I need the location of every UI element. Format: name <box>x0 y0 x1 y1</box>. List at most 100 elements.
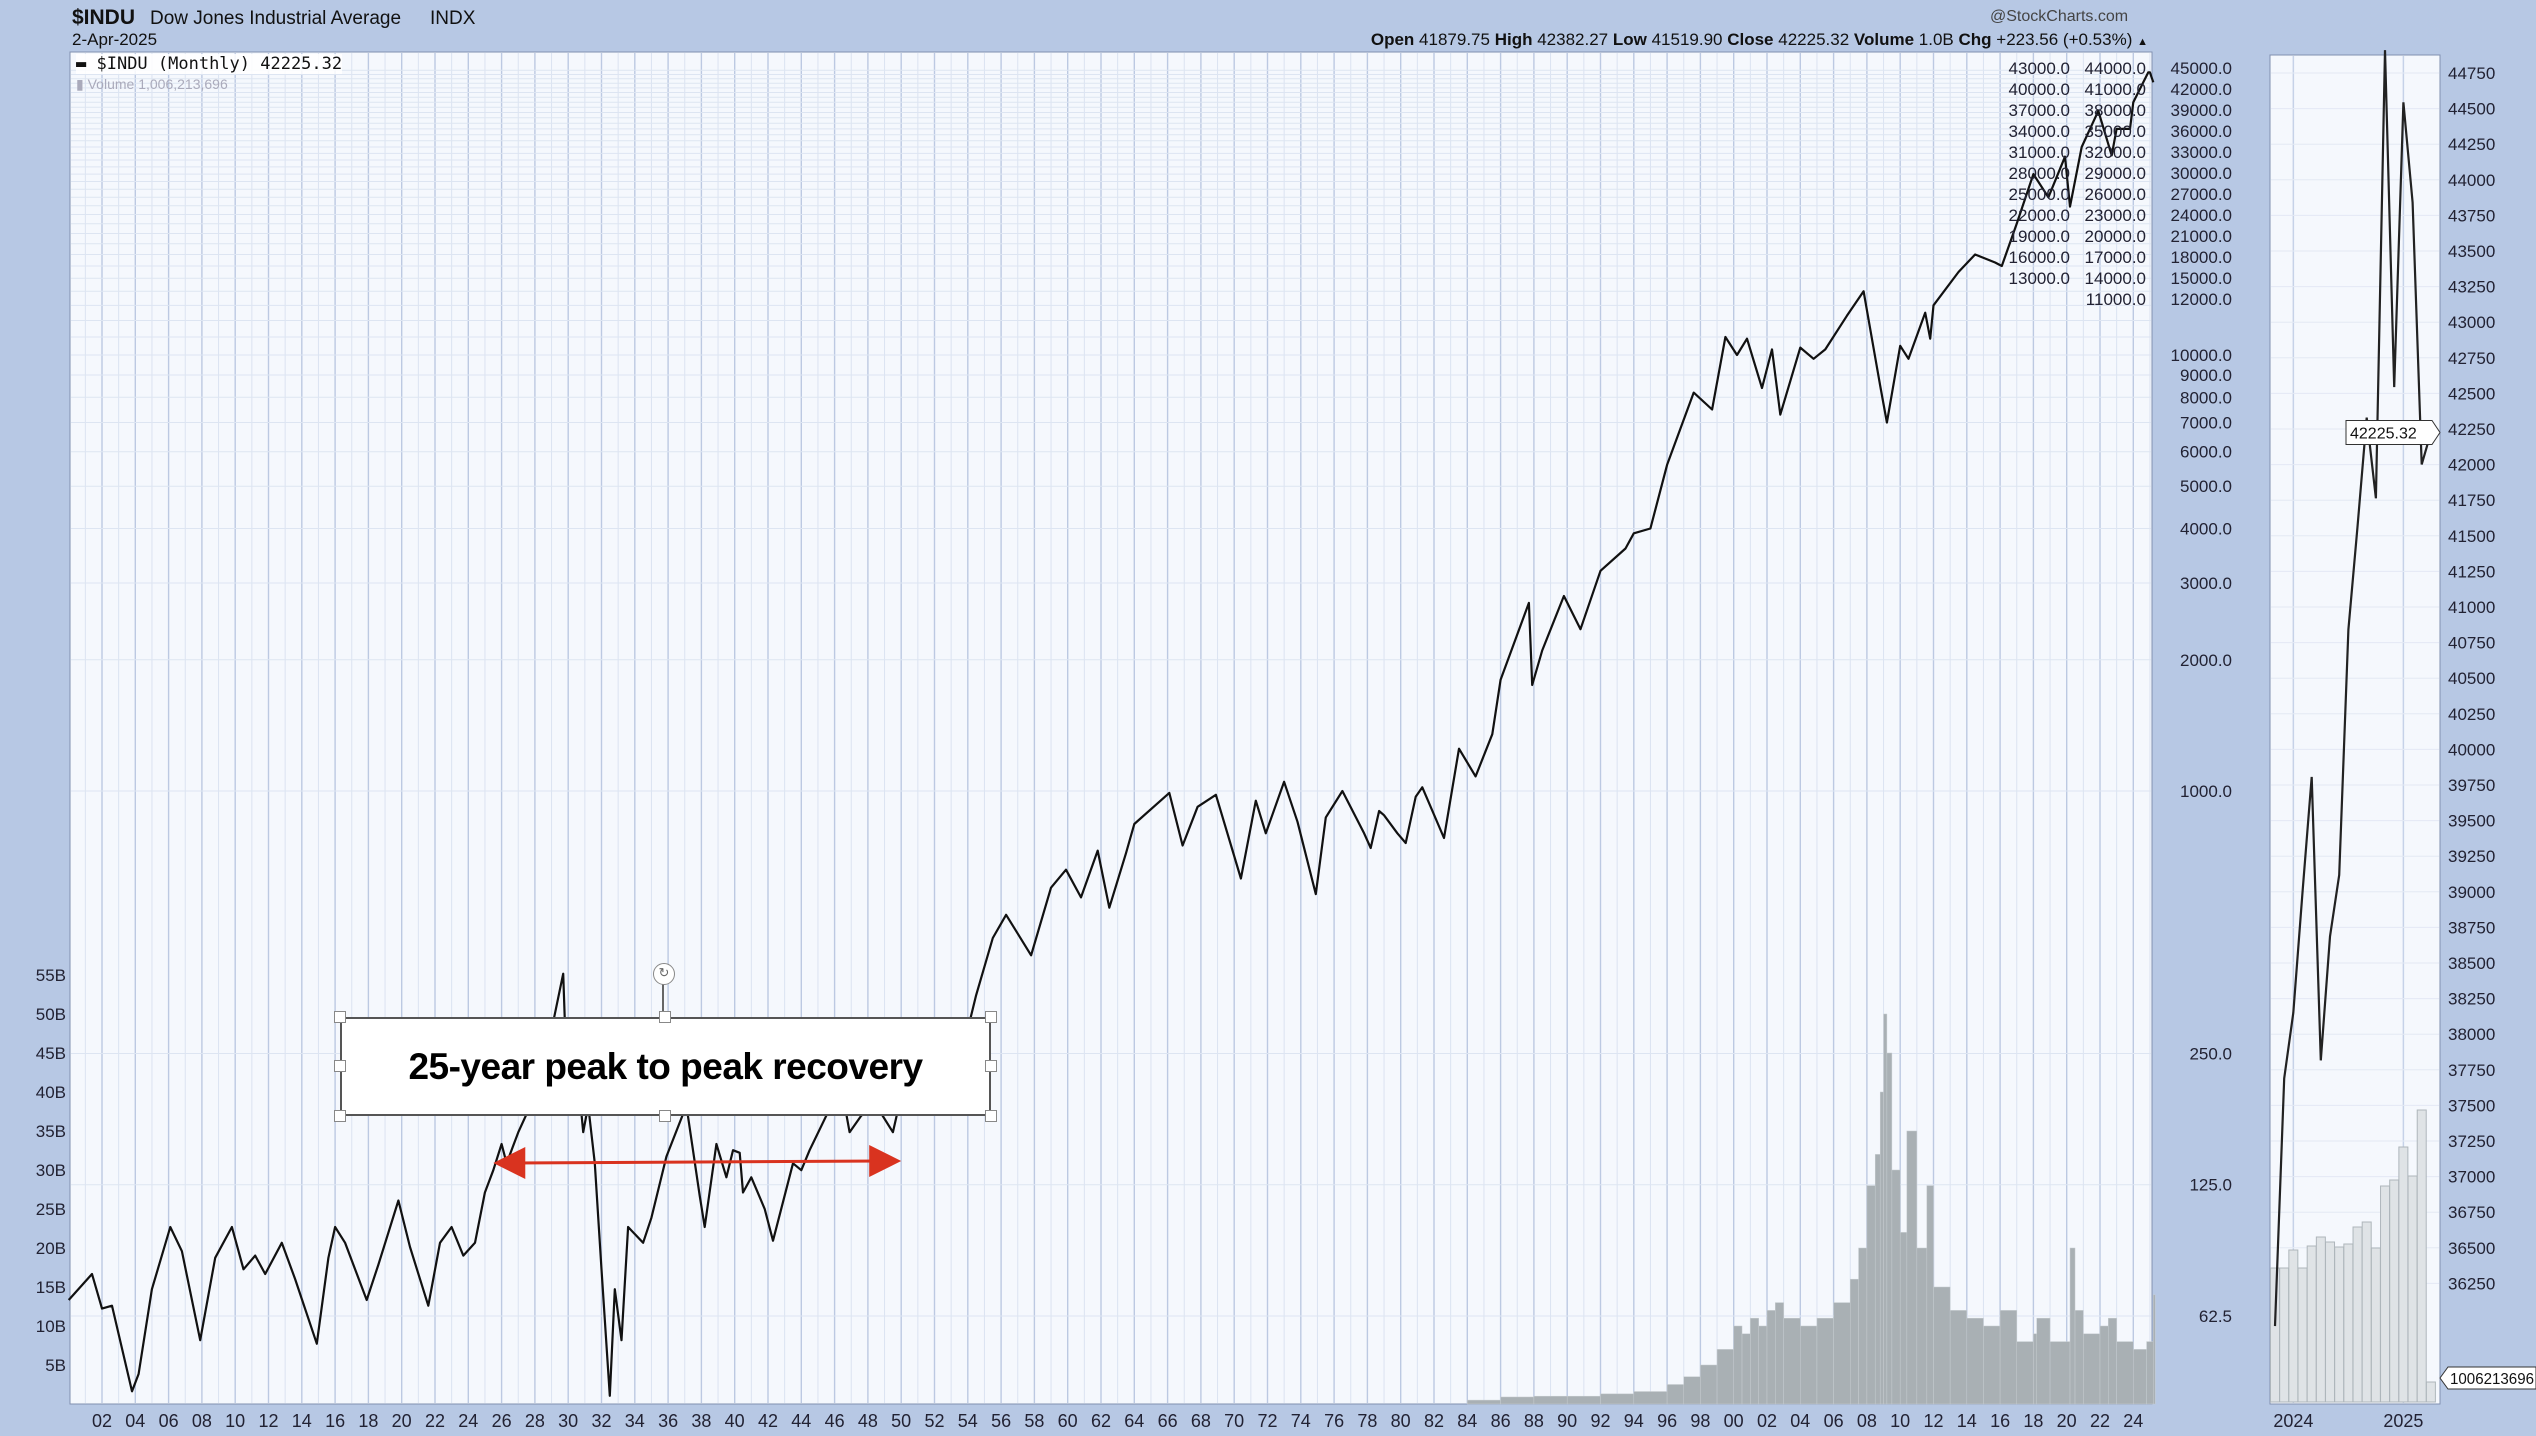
x-tick-label: 54 <box>958 1411 978 1431</box>
y-tick-label: 4000.0 <box>2180 520 2232 539</box>
chart-date: 2-Apr-2025 <box>72 30 158 49</box>
mini-y-tick-label: 37250 <box>2448 1132 2495 1151</box>
y-tick-label: 31000.0 <box>2009 143 2070 162</box>
main-plot-area <box>69 51 2153 1405</box>
volume-bar <box>1874 1154 1881 1405</box>
x-tick-label: 32 <box>591 1411 611 1431</box>
volume-bar <box>1916 1247 1928 1405</box>
x-tick-label: 04 <box>1790 1411 1810 1431</box>
mini-volume-bar <box>2416 1109 2427 1403</box>
x-tick-label: 08 <box>192 1411 212 1431</box>
volume-bar <box>2133 1349 2147 1405</box>
resize-handle-nw[interactable] <box>334 1011 346 1023</box>
volume-bar <box>1858 1247 1868 1405</box>
y-tick-label: 44000.0 <box>2085 59 2146 78</box>
volume-tick-label: 25B <box>36 1200 66 1219</box>
mini-y-tick-label: 41250 <box>2448 562 2495 581</box>
arrow-shaft <box>513 1159 882 1165</box>
volume-bar <box>2016 1341 2034 1405</box>
y-tick-label: 20000.0 <box>2085 227 2146 246</box>
x-tick-label: 44 <box>791 1411 811 1431</box>
resize-handle-w[interactable] <box>334 1060 346 1072</box>
mini-volume-bar <box>2297 1267 2308 1403</box>
y-tick-label: 11000.0 <box>2086 290 2146 309</box>
x-tick-label: 34 <box>625 1411 645 1431</box>
y-tick-label: 36000.0 <box>2171 122 2232 141</box>
volume-bar <box>2099 1325 2109 1405</box>
y-tick-label: 38000.0 <box>2085 101 2146 120</box>
volume-tick-label: 30B <box>36 1161 66 1180</box>
x-tick-label: 36 <box>658 1411 678 1431</box>
volume-bar <box>1926 1185 1934 1405</box>
mini-volume-bar <box>2380 1185 2391 1403</box>
volume-bar <box>1886 1052 1893 1405</box>
x-tick-label: 12 <box>1923 1411 1943 1431</box>
y-tick-label: 41000.0 <box>2085 80 2146 99</box>
mini-y-tick-label: 40250 <box>2448 705 2495 724</box>
x-tick-label: 60 <box>1058 1411 1078 1431</box>
mini-volume-bar <box>2398 1146 2409 1403</box>
x-tick-label: 64 <box>1124 1411 1144 1431</box>
chg-value: +223.56 (+0.53%) <box>1996 30 2133 49</box>
volume-bar <box>1966 1317 1984 1405</box>
volume-tick-label: 40B <box>36 1083 66 1102</box>
high-value: 42382.27 <box>1537 30 1609 49</box>
x-tick-label: 62 <box>1091 1411 1111 1431</box>
volume-bar <box>1949 1310 1968 1405</box>
volume-bar <box>2049 1341 2071 1405</box>
x-tick-label: 92 <box>1590 1411 1610 1431</box>
resize-handle-sw[interactable] <box>334 1110 346 1122</box>
y-tick-label: 17000.0 <box>2085 248 2146 267</box>
volume-bar <box>1833 1302 1851 1405</box>
volume-bar <box>1750 1317 1759 1405</box>
resize-handle-se[interactable] <box>985 1110 997 1122</box>
mini-y-tick-label: 37750 <box>2448 1061 2495 1080</box>
mini-volume-bar <box>2407 1175 2418 1403</box>
resize-handle-n[interactable] <box>659 1011 671 1023</box>
mini-volume-bar <box>2425 1381 2436 1403</box>
y-tick-label: 14000.0 <box>2085 269 2146 288</box>
x-tick-label: 48 <box>858 1411 878 1431</box>
volume-bar <box>1600 1393 1635 1405</box>
volume-tick-label: 5B <box>45 1356 66 1375</box>
up-arrow-icon: ▲ <box>2137 36 2148 48</box>
mini-y-tick-label: 39750 <box>2448 776 2495 795</box>
volume-bar <box>1700 1364 1718 1405</box>
price-legend-text: $INDU (Monthly) 42225.32 <box>96 54 343 74</box>
y-tick-label: 30000.0 <box>2171 164 2232 183</box>
x-tick-label: 46 <box>825 1411 845 1431</box>
y-tick-label: 33000.0 <box>2171 143 2232 162</box>
rotate-handle-stem <box>662 983 664 1017</box>
volume-bar <box>1879 1091 1884 1405</box>
annotation-textbox[interactable]: 25-year peak to peak recovery <box>340 1017 991 1116</box>
bar-chart-icon: ▮ <box>76 76 84 92</box>
x-tick-label: 06 <box>1824 1411 1844 1431</box>
arrow-head-right <box>869 1145 902 1177</box>
resize-handle-s[interactable] <box>659 1110 671 1122</box>
resize-handle-e[interactable] <box>985 1060 997 1072</box>
y-tick-label: 8000.0 <box>2180 388 2232 407</box>
ticker-symbol: $INDU <box>72 6 136 29</box>
mini-volume-bar <box>2343 1243 2354 1403</box>
x-tick-label: 24 <box>2123 1411 2143 1431</box>
x-tick-label: 22 <box>2090 1411 2110 1431</box>
volume-bar <box>1899 1232 1908 1405</box>
last-price-tag <box>2345 420 2441 446</box>
mini-y-tick-label: 38750 <box>2448 918 2495 937</box>
mini-volume-bar <box>2279 1267 2290 1403</box>
mini-y-tick-label: 42500 <box>2448 384 2495 403</box>
x-tick-label: 72 <box>1257 1411 1277 1431</box>
low-label: Low <box>1612 30 1647 49</box>
rotate-handle-icon[interactable]: ↻ <box>653 963 675 985</box>
y-tick-label: 43000.0 <box>2009 59 2070 78</box>
x-tick-label: 86 <box>1491 1411 1511 1431</box>
x-tick-label: 30 <box>558 1411 578 1431</box>
mini-volume-bar <box>2306 1245 2317 1403</box>
x-tick-label: 12 <box>258 1411 278 1431</box>
volume-bar <box>2033 1333 2037 1405</box>
mini-volume-bar <box>2389 1179 2400 1403</box>
x-tick-label: 04 <box>125 1411 145 1431</box>
resize-handle-ne[interactable] <box>985 1011 997 1023</box>
mini-volume-bar <box>2334 1246 2345 1403</box>
volume-bar <box>1933 1286 1951 1405</box>
